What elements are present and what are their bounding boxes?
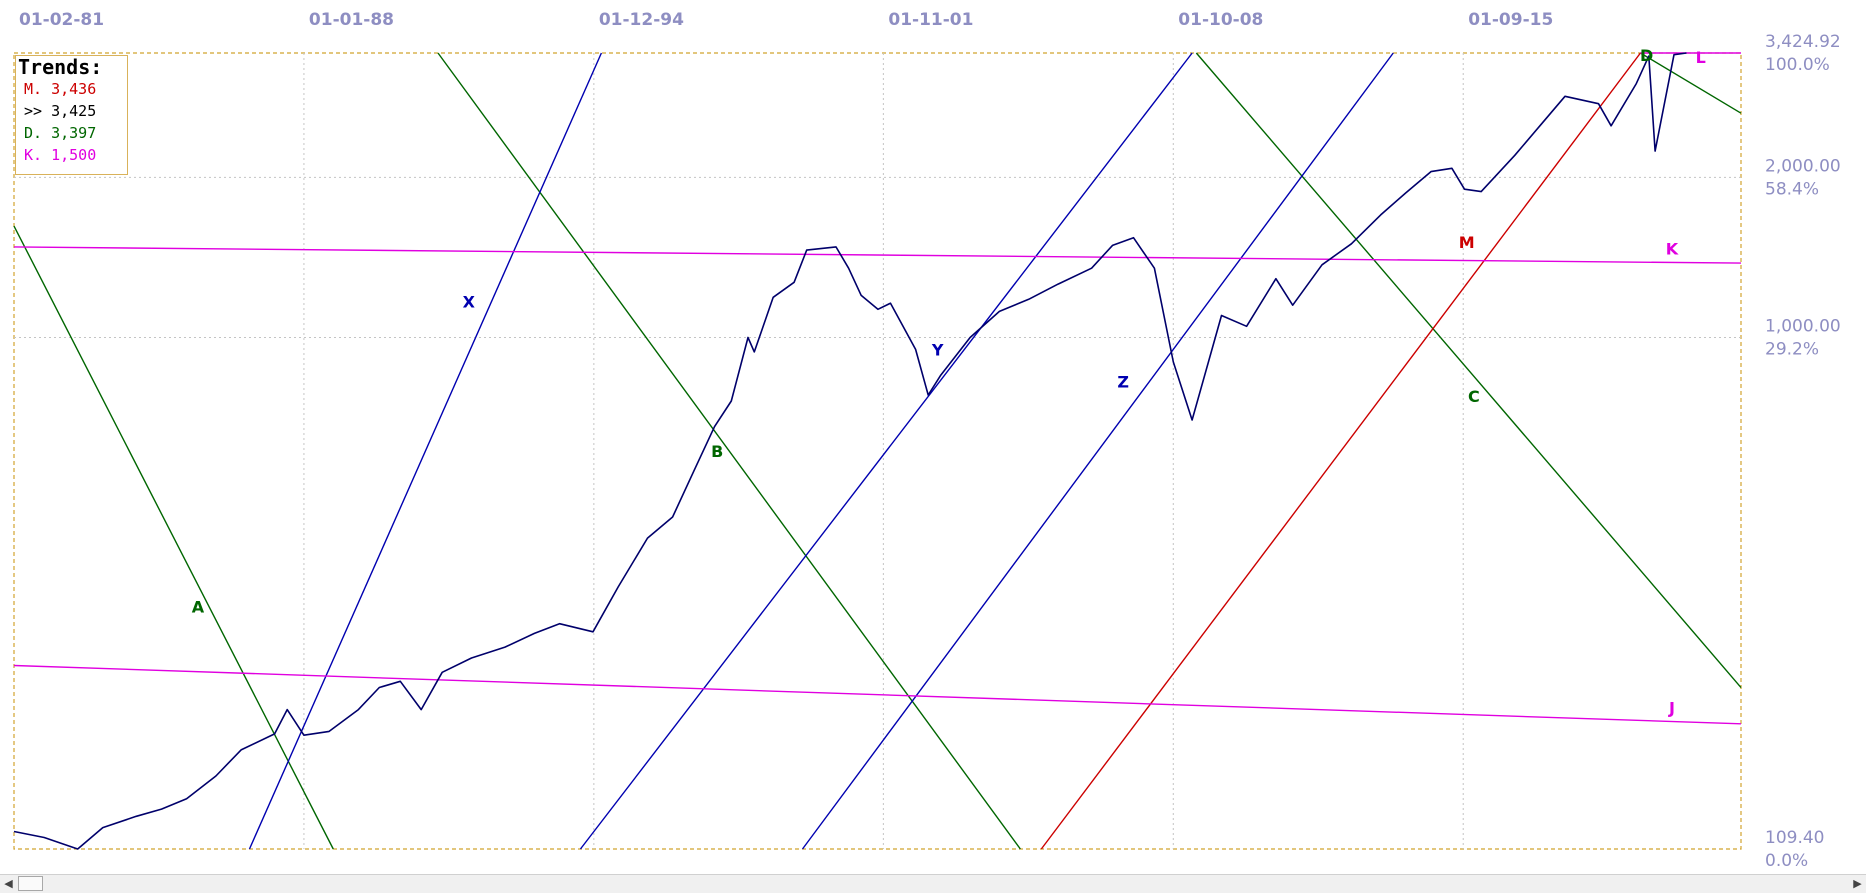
trend-label-c: C <box>1468 387 1480 406</box>
x-tick-label: 01-12-94 <box>599 10 684 30</box>
trend-label-k: K <box>1666 239 1679 258</box>
y-tick-price-label: 1,000.00 <box>1765 317 1841 337</box>
plot-area <box>13 52 1742 850</box>
trend-line-c <box>1195 52 1742 688</box>
x-tick-label: 01-02-81 <box>19 10 104 30</box>
price-line <box>13 52 1687 850</box>
x-tick-label: 01-09-15 <box>1468 10 1553 30</box>
x-tick-label: 01-11-01 <box>888 10 973 30</box>
trend-line-m <box>1040 52 1642 850</box>
trend-line-y <box>579 52 1193 850</box>
trend-line-k <box>13 246 1742 264</box>
trend-line-d <box>1640 52 1742 114</box>
y-tick-price-label: 3,424.92 <box>1765 32 1841 52</box>
legend-entry-current: >> 3,425 <box>24 102 97 120</box>
y-tick-percent-label: 29.2% <box>1765 340 1819 360</box>
scroll-left-arrow-icon[interactable]: ◀ <box>4 877 13 890</box>
price-series <box>13 52 1687 850</box>
trend-labels: A B C D X Y Z M K J L <box>192 46 1706 717</box>
x-tick-label: 01-01-88 <box>309 10 394 30</box>
legend-entry-d: D. 3,397 <box>24 124 97 142</box>
legend-title: Trends: <box>18 55 103 79</box>
trend-label-j: J <box>1668 699 1675 718</box>
trend-label-x: X <box>463 293 476 312</box>
legend-entry-m: M. 3,436 <box>24 80 97 98</box>
scroll-right-arrow-icon[interactable]: ▶ <box>1853 877 1862 890</box>
trend-lines <box>13 52 1742 850</box>
trend-line-b <box>437 52 1021 850</box>
trends-legend: Trends: M. 3,436 >> 3,425 D. 3,397 K. 1,… <box>15 55 128 175</box>
y-tick-price-label: 2,000.00 <box>1765 156 1841 176</box>
trend-line-a <box>13 225 334 850</box>
y-tick-percent-label: 0.0% <box>1765 851 1808 871</box>
horizontal-scrollbar[interactable]: ◀ ▶ <box>0 874 1866 893</box>
trend-label-l: L <box>1696 48 1706 67</box>
y-tick-percent-label: 100.0% <box>1765 55 1830 75</box>
trend-label-z: Z <box>1117 372 1129 391</box>
y-tick-percent-label: 58.4% <box>1765 179 1819 199</box>
trend-label-d: D <box>1640 46 1653 65</box>
scrollbar-thumb[interactable] <box>18 876 43 891</box>
trend-label-y: Y <box>931 340 944 359</box>
y-tick-price-label: 109.40 <box>1765 828 1824 848</box>
y-axis-ticks: 3,424.92 100.0% 2,000.00 58.4% 1,000.00 29.2%… <box>1765 32 1841 871</box>
trend-label-m: M <box>1459 233 1475 252</box>
x-axis-ticks: 01-02-81 01-01-88 01-12-94 01-11-01 01-10-08… <box>19 10 1553 30</box>
trend-line-z <box>801 52 1394 850</box>
trend-label-a: A <box>192 597 205 616</box>
trend-line-x <box>248 52 603 850</box>
chart: A B C D X Y Z M K J L 01-02-81 01-01-88 01-12-94 01-1… <box>13 10 1841 871</box>
x-tick-label: 01-10-08 <box>1178 10 1263 30</box>
trend-line-j <box>13 664 1742 725</box>
trend-label-b: B <box>711 442 723 461</box>
legend-entry-k: K. 1,500 <box>24 146 97 164</box>
